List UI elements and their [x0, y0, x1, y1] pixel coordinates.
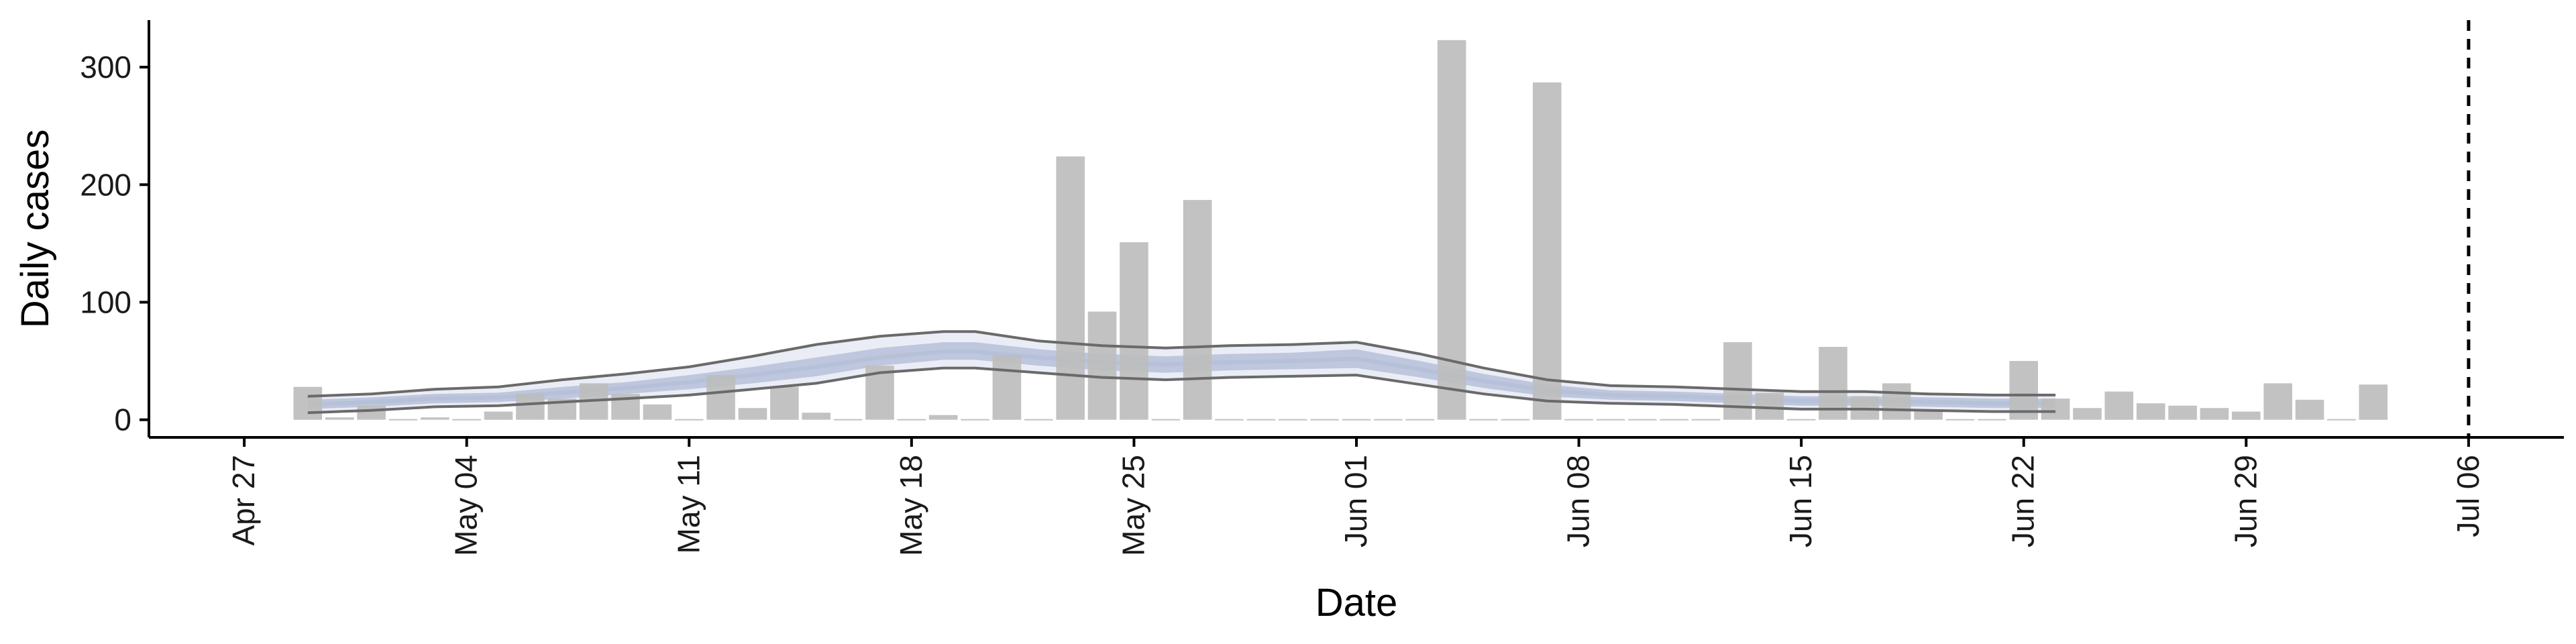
x-tick-label: May 25 — [1116, 455, 1150, 556]
bar-2020-05-30 — [1278, 419, 1307, 421]
bound-lines — [307, 330, 2056, 415]
bar-2020-06-15 — [1786, 419, 1816, 421]
x-axis-title: Date — [1316, 581, 1398, 625]
y-tick-label: 300 — [80, 50, 131, 85]
bar-2020-05-16 — [833, 419, 863, 421]
bar-2020-06-14 — [1755, 392, 1784, 420]
bar-2020-06-01 — [1342, 419, 1371, 421]
bar-2020-06-16 — [1819, 347, 1847, 420]
y-axis-ticks: 0 100 200 300 — [80, 50, 149, 437]
bar-2020-06-20 — [1945, 419, 1975, 421]
y-tick-label: 200 — [80, 167, 131, 202]
upper-bound-line-0 — [307, 330, 2056, 398]
bar-2020-06-21 — [1978, 419, 2006, 421]
bar-2020-06-27 — [2168, 405, 2197, 420]
x-tick-label: May 11 — [671, 455, 706, 553]
bar-2020-06-06 — [1501, 419, 1530, 421]
x-tick-label: Jun 29 — [2228, 455, 2263, 547]
bar-2020-06-11 — [1660, 419, 1688, 421]
bar-2020-06-07 — [1532, 82, 1562, 420]
bar-2020-06-02 — [1374, 419, 1403, 421]
bar-2020-06-22 — [2009, 361, 2038, 420]
bar-2020-06-03 — [1405, 419, 1434, 421]
bar-2020-06-04 — [1437, 40, 1466, 420]
lower-bound-line-0 — [307, 366, 2056, 415]
bar-2020-06-29 — [2232, 411, 2261, 420]
bar-2020-06-25 — [2104, 391, 2134, 420]
bar-2020-06-12 — [1691, 419, 1721, 421]
bar-2020-05-20 — [961, 419, 989, 421]
bar-2020-05-11 — [674, 419, 704, 421]
bar-2020-06-30 — [2263, 383, 2292, 420]
plot-area — [293, 20, 2471, 437]
x-axis-ticks: Apr 27 May 04 May 11 May 18 May 25 Jun 01 Jun … — [226, 437, 2485, 556]
bar-2020-06-18 — [1882, 383, 1911, 420]
bar-2020-05-12 — [706, 375, 735, 420]
x-tick-label: Jun 01 — [1338, 455, 1373, 547]
y-axis-title: Daily cases — [13, 129, 57, 329]
bar-2020-06-24 — [2073, 408, 2102, 420]
bar-2020-05-23 — [1056, 156, 1085, 420]
bar-2020-05-10 — [643, 404, 672, 420]
bar-2020-07-03 — [2359, 384, 2388, 420]
bar-2020-06-05 — [1469, 419, 1498, 421]
x-tick-label: Jun 15 — [1783, 455, 1818, 547]
bar-2020-06-09 — [1596, 419, 1625, 421]
x-tick-label: Apr 27 — [226, 455, 261, 546]
bar-2020-06-28 — [2200, 408, 2229, 420]
bar-2020-05-18 — [897, 419, 926, 421]
x-tick-label: May 18 — [894, 455, 928, 556]
bar-2020-06-19 — [1914, 410, 1943, 420]
x-tick-label: May 04 — [449, 455, 484, 556]
bar-2020-07-02 — [2327, 419, 2356, 421]
bar-2020-05-25 — [1120, 242, 1148, 420]
bars-layer — [293, 40, 2388, 421]
bar-2020-05-04 — [452, 419, 481, 421]
bar-2020-05-22 — [1024, 419, 1053, 421]
bar-2020-05-14 — [770, 386, 799, 420]
bar-2020-05-28 — [1215, 419, 1244, 421]
bar-2020-05-19 — [928, 415, 958, 420]
bar-2020-05-05 — [484, 411, 513, 420]
bar-2020-05-01 — [357, 405, 386, 420]
bar-2020-04-30 — [325, 417, 354, 420]
x-tick-label: Jun 08 — [1561, 455, 1596, 547]
bar-2020-05-21 — [992, 355, 1022, 420]
bar-2020-06-10 — [1628, 419, 1657, 421]
bar-2020-04-29 — [293, 386, 323, 420]
x-tick-label: Jun 22 — [2006, 455, 2041, 547]
bar-2020-05-27 — [1183, 200, 1212, 420]
bar-2020-05-26 — [1151, 419, 1181, 421]
inner-band-0 — [307, 342, 2056, 409]
bar-2020-05-29 — [1246, 419, 1276, 421]
bar-2020-07-01 — [2295, 399, 2324, 420]
bar-2020-06-26 — [2136, 403, 2165, 420]
bar-2020-06-23 — [2041, 398, 2070, 420]
bar-2020-05-13 — [738, 408, 767, 420]
bar-2020-05-03 — [421, 417, 449, 420]
bar-2020-05-06 — [516, 394, 545, 420]
y-tick-label: 100 — [80, 285, 131, 320]
x-tick-label: Jul 06 — [2451, 455, 2485, 537]
bar-2020-05-15 — [802, 413, 830, 420]
bar-2020-05-31 — [1310, 419, 1339, 421]
bar-2020-06-08 — [1564, 419, 1593, 421]
y-tick-label: 0 — [114, 402, 131, 437]
bar-2020-05-24 — [1087, 311, 1117, 420]
bar-2020-05-02 — [388, 419, 418, 421]
